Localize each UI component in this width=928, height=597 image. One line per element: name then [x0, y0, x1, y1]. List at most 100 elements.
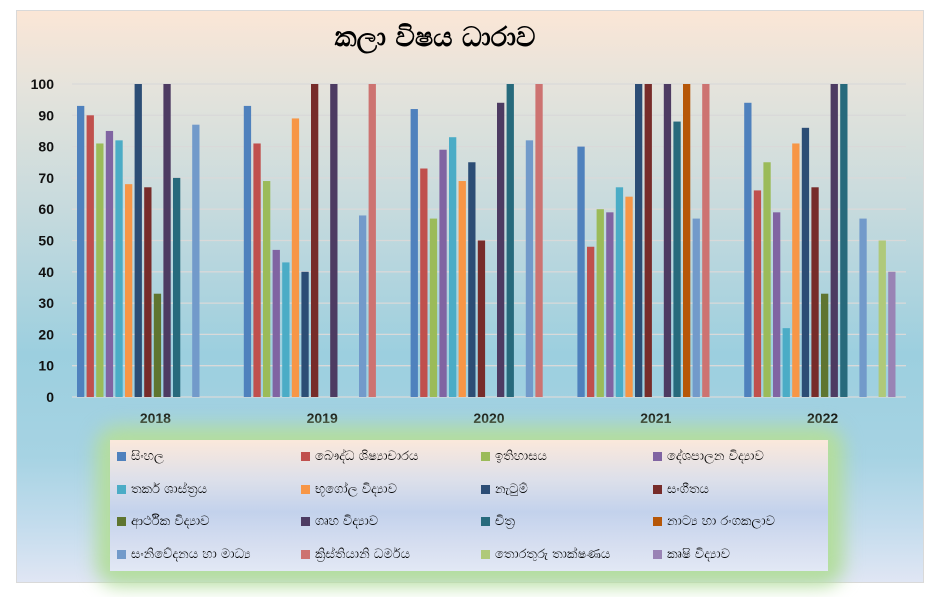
bar [673, 121, 681, 397]
bar [311, 84, 319, 397]
bar [821, 293, 829, 397]
bar [744, 102, 752, 397]
x-tick-label: 2018 [140, 410, 171, 426]
bar [96, 143, 104, 397]
bar [458, 181, 466, 397]
bar [243, 105, 252, 397]
legend-label: සිංහල [131, 448, 164, 464]
bar [801, 127, 810, 397]
legend-swatch [117, 517, 126, 527]
bar [153, 293, 162, 397]
bar [263, 181, 271, 397]
bar [625, 196, 633, 397]
bar [282, 262, 290, 397]
x-tick-label: 2021 [640, 410, 671, 426]
legend-label: නැටුම් [495, 481, 528, 497]
bar [535, 84, 543, 397]
legend-label: කෘෂි විද්‍යාව [667, 547, 730, 563]
legend-item: ඉතිහාසය [481, 440, 653, 473]
bar [173, 177, 181, 397]
legend-item: තර්ක ශාස්ත්‍රය [117, 473, 301, 506]
legend-swatch [301, 517, 310, 527]
legend-item: කෘෂි විද්‍යාව [653, 538, 835, 571]
legend-label: නාට්‍ය හා රංගකලාව [667, 514, 775, 530]
legend-item: චිත්‍ර [481, 506, 653, 539]
x-tick-label: 2020 [473, 410, 504, 426]
legend-label: චිත්‍ර [495, 514, 515, 530]
bar [77, 105, 85, 397]
legend-label: ආර්ථික විද්‍යාව [131, 514, 210, 530]
bar [878, 240, 886, 397]
bar [692, 218, 700, 397]
bar [811, 187, 819, 397]
bar [291, 118, 300, 398]
bar [635, 84, 643, 397]
chart-title: කලා විෂය ධාරාව [334, 22, 536, 53]
bar [792, 143, 800, 397]
bar [644, 84, 652, 397]
bar [782, 328, 790, 397]
legend-item: සංනිවේදනය හා මාධ්‍ය [117, 538, 301, 571]
legend-swatch [481, 517, 490, 527]
legend-swatch [653, 451, 662, 461]
legend-item: බෞද්ධ ශිෂ්‍යාචාරය [301, 440, 481, 473]
bar [134, 84, 142, 397]
bar [830, 84, 838, 397]
bar [888, 271, 896, 397]
bar [330, 84, 338, 397]
bar [683, 84, 691, 397]
bar [587, 246, 595, 397]
legend-label: ගෘහ විද්‍යාව [315, 514, 379, 530]
legend-item: සංගීතය [653, 473, 835, 506]
legend-swatch [653, 550, 662, 560]
y-tick-label: 70 [38, 170, 54, 186]
bar [163, 84, 171, 397]
legend-swatch [481, 550, 490, 560]
legend-item: තොරතුරු තාක්ෂණය [481, 538, 653, 571]
legend-swatch [481, 451, 490, 461]
legend-swatch [117, 550, 126, 560]
bar [497, 102, 505, 397]
x-tick-label: 2022 [807, 410, 838, 426]
legend-item: ආර්ථික විද්‍යාව [117, 506, 301, 539]
legend-swatch [653, 484, 662, 494]
bar [301, 271, 309, 397]
bar [525, 140, 534, 397]
bar [477, 240, 486, 397]
legend-swatch [481, 484, 490, 494]
legend-label: තොරතුරු තාක්ෂණය [495, 547, 611, 563]
legend-item: ගෘහ විද්‍යාව [301, 506, 481, 539]
legend: සිංහල බෞද්ධ ශිෂ්‍යාචාරය ඉතිහාසය දේශපාලන විද… [110, 440, 828, 571]
bar [468, 162, 476, 397]
bar [840, 84, 848, 397]
y-tick-label: 90 [38, 107, 54, 123]
bar [115, 140, 123, 397]
bar [125, 184, 133, 397]
bar [663, 84, 672, 397]
x-axis: 2018 2019 2020 2021 2022 [140, 410, 839, 426]
legend-item: නැටුම් [481, 473, 653, 506]
bar [86, 115, 94, 398]
legend-label: බෞද්ධ ශිෂ්‍යාචාරය [315, 448, 419, 464]
legend-label: භූගෝල විද්‍යාව [315, 481, 397, 497]
y-tick-label: 30 [38, 295, 54, 311]
legend-item: භූගෝල විද්‍යාව [301, 473, 481, 506]
bar [410, 109, 418, 397]
bar [763, 162, 771, 397]
legend-item: නාට්‍ය හා රංගකලාව [653, 506, 835, 539]
bar [359, 215, 367, 397]
x-tick-label: 2019 [307, 410, 338, 426]
bars [77, 84, 896, 398]
bar [420, 168, 428, 397]
y-tick-label: 80 [38, 139, 54, 155]
bar [449, 137, 457, 397]
bar [773, 212, 781, 397]
legend-label: සංගීතය [667, 481, 709, 497]
legend-item: සිංහල [117, 440, 301, 473]
bar [192, 124, 200, 397]
legend-label: සංනිවේදනය හා මාධ්‍ය [131, 547, 251, 563]
bar [753, 190, 762, 397]
bar [615, 187, 624, 397]
legend-item: දේශපාලන විද්‍යාව [653, 440, 835, 473]
